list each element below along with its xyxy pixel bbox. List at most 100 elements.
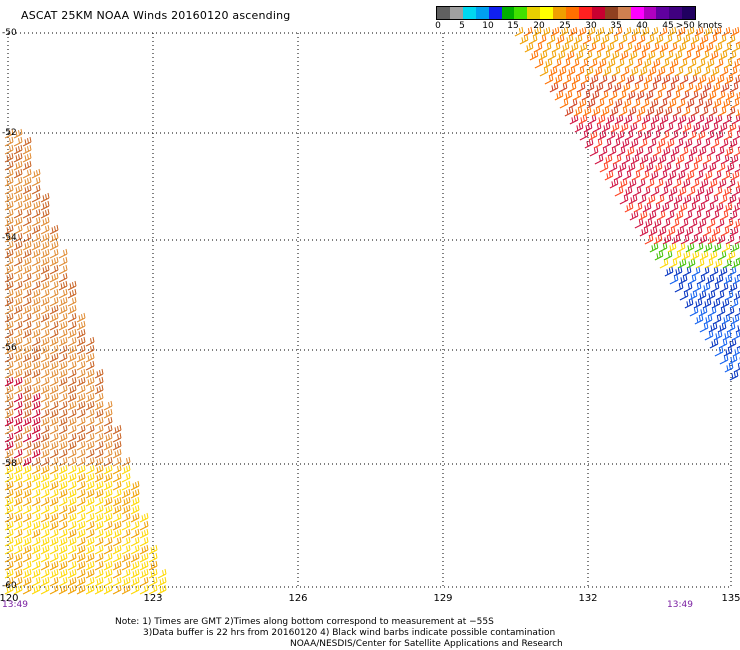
wind-barb	[40, 224, 50, 235]
wind-barb	[94, 408, 104, 419]
wind-barb	[22, 240, 32, 251]
wind-barb	[592, 122, 602, 133]
time-label-east: 13:49	[667, 600, 693, 610]
wind-barb	[76, 584, 86, 595]
wind-barb	[699, 178, 709, 189]
wind-barb	[67, 288, 77, 299]
wind-barb	[13, 296, 23, 307]
legend-swatch	[437, 7, 450, 19]
wind-barb	[13, 400, 23, 411]
wind-barb	[40, 376, 50, 387]
wind-barb	[22, 152, 32, 163]
wind-barb	[49, 384, 59, 395]
wind-barb	[727, 50, 737, 61]
wind-barb	[657, 154, 667, 165]
wind-barb	[67, 392, 77, 403]
wind-barb	[85, 536, 95, 547]
wind-barb	[626, 90, 636, 101]
lon-label-126: 126	[288, 593, 308, 604]
wind-barb	[13, 208, 23, 219]
wind-barb	[58, 288, 68, 299]
wind-barb	[588, 130, 598, 141]
wind-barb	[112, 512, 122, 523]
wind-barb	[40, 432, 50, 443]
wind-barb	[112, 424, 122, 435]
wind-barb	[22, 136, 32, 147]
wind-barb	[587, 42, 597, 53]
wind-barb	[112, 576, 122, 587]
wind-barb	[584, 66, 594, 77]
wind-barb	[58, 560, 68, 571]
wind-barb	[13, 224, 23, 235]
wind-barb	[22, 544, 32, 555]
wind-barb	[677, 258, 687, 269]
wind-barb	[704, 114, 714, 125]
wind-barb	[688, 74, 698, 85]
wind-barb	[13, 280, 23, 291]
wind-barb	[612, 154, 622, 165]
wind-barb	[721, 98, 731, 109]
wind-barb	[22, 456, 32, 467]
wind-barb	[637, 50, 647, 61]
lat-label-60: -60	[2, 581, 17, 591]
wind-barb	[647, 138, 657, 149]
wind-barb	[728, 210, 738, 221]
wind-barb	[651, 130, 661, 141]
wind-barb	[684, 82, 694, 93]
wind-barb	[660, 58, 670, 69]
wind-barb	[4, 296, 14, 307]
wind-barb	[719, 210, 729, 221]
wind-barb	[22, 336, 32, 347]
wind-barb	[40, 456, 50, 467]
wind-barb	[701, 66, 711, 77]
wind-barb	[524, 42, 534, 53]
wind-barb	[76, 360, 86, 371]
wind-barb	[660, 130, 670, 141]
wind-barb	[112, 552, 122, 563]
wind-barb	[708, 178, 718, 189]
wind-barb	[31, 408, 41, 419]
wind-barb	[719, 282, 729, 293]
wind-barb	[31, 360, 41, 371]
wind-barb	[649, 98, 659, 109]
wind-barb	[121, 464, 131, 475]
wind-barb	[85, 344, 95, 355]
wind-barb	[112, 544, 122, 555]
wind-barb	[4, 168, 14, 179]
wind-barb	[667, 170, 677, 181]
wind-barb	[31, 512, 41, 523]
wind-barb	[559, 26, 569, 37]
wind-barb	[13, 352, 23, 363]
wind-barb	[564, 106, 574, 117]
legend-swatch	[514, 7, 528, 19]
wind-barb	[58, 520, 68, 531]
wind-barb	[661, 218, 671, 229]
wind-barb	[94, 416, 104, 427]
wind-barb	[670, 146, 680, 157]
wind-barb	[713, 42, 723, 53]
wind-barb	[707, 162, 717, 173]
wind-barb	[723, 130, 733, 141]
wind-barb	[654, 250, 664, 261]
wind-barb	[148, 544, 158, 555]
wind-barb	[22, 344, 32, 355]
wind-barb	[552, 58, 562, 69]
wind-barb	[22, 496, 32, 507]
wind-barb	[58, 416, 68, 427]
wind-barb	[40, 448, 50, 459]
wind-barb	[623, 186, 633, 197]
wind-barb	[731, 42, 740, 53]
wind-barb	[121, 472, 131, 483]
wind-barb	[4, 504, 14, 515]
wind-barb	[139, 568, 149, 579]
wind-barb	[563, 90, 573, 101]
wind-barb	[722, 258, 732, 269]
wind-barb	[13, 568, 23, 579]
wind-barb	[659, 42, 669, 53]
wind-barb	[692, 138, 702, 149]
wind-barb	[617, 162, 627, 173]
wind-barb	[49, 232, 59, 243]
wind-barb	[22, 480, 32, 491]
wind-barb	[67, 512, 77, 523]
wind-barb	[631, 98, 641, 109]
